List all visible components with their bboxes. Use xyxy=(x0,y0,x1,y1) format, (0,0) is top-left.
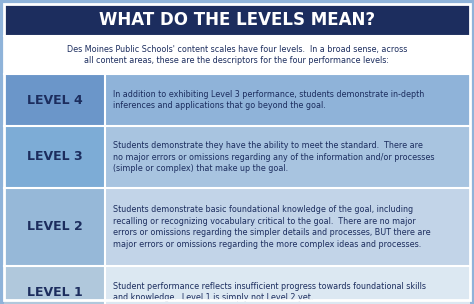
Text: LEVEL 4: LEVEL 4 xyxy=(27,94,82,106)
Text: Students demonstrate basic foundational knowledge of the goal, including
recalli: Students demonstrate basic foundational … xyxy=(113,205,430,249)
Text: In addition to exhibiting Level 3 performance, students demonstrate in-depth
inf: In addition to exhibiting Level 3 perfor… xyxy=(113,90,424,110)
Text: WHAT DO THE LEVELS MEAN?: WHAT DO THE LEVELS MEAN? xyxy=(99,11,375,29)
Text: Student performance reflects insufficient progress towards foundational skills
a: Student performance reflects insufficien… xyxy=(113,282,426,302)
Text: Des Moines Public Schools' content scales have four levels.  In a broad sense, a: Des Moines Public Schools' content scale… xyxy=(67,45,407,65)
Bar xyxy=(4,188,470,266)
Bar xyxy=(4,188,105,266)
Bar xyxy=(4,74,470,126)
Bar xyxy=(4,126,470,188)
Text: LEVEL 2: LEVEL 2 xyxy=(27,220,82,233)
Bar xyxy=(4,36,470,74)
Text: Students demonstrate they have the ability to meet the standard.  There are
no m: Students demonstrate they have the abili… xyxy=(113,141,435,173)
Bar xyxy=(4,266,470,304)
Bar xyxy=(4,4,470,36)
Text: LEVEL 1: LEVEL 1 xyxy=(27,285,82,299)
Bar xyxy=(4,126,105,188)
Bar xyxy=(4,74,105,126)
Bar xyxy=(4,266,105,304)
Text: LEVEL 3: LEVEL 3 xyxy=(27,150,82,164)
